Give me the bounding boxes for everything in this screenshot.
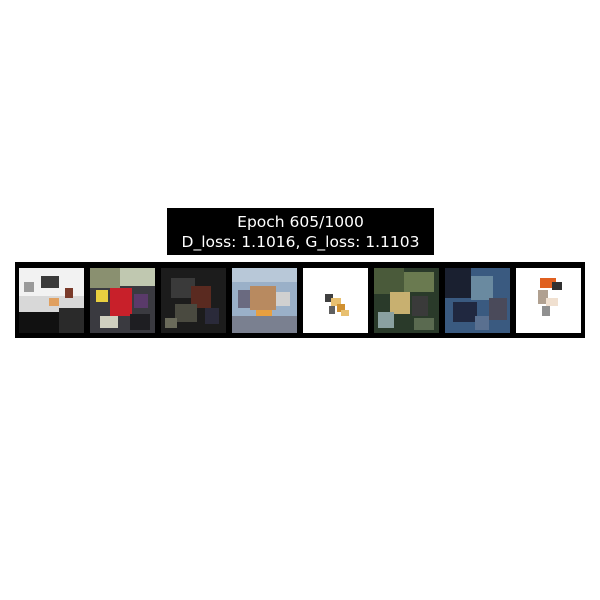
sample-image-6 xyxy=(374,268,439,333)
epoch-label: Epoch 605/1000 xyxy=(237,213,364,231)
generated-sample-2 xyxy=(90,268,155,333)
sample-image-3 xyxy=(161,268,226,333)
loss-label: D_loss: 1.1016, G_loss: 1.1103 xyxy=(181,233,420,251)
sample-image-1 xyxy=(19,268,84,333)
epoch-title-box: Epoch 605/1000 D_loss: 1.1016, G_loss: 1… xyxy=(167,208,434,255)
sample-image-7 xyxy=(445,268,510,333)
sample-image-2 xyxy=(90,268,155,333)
generated-sample-7 xyxy=(445,268,510,333)
generated-sample-4 xyxy=(232,268,297,333)
generated-sample-6 xyxy=(374,268,439,333)
sample-image-8 xyxy=(516,268,581,333)
sample-image-5 xyxy=(303,268,368,333)
generated-sample-8 xyxy=(516,268,581,333)
sample-strip xyxy=(15,262,585,338)
generated-sample-5 xyxy=(303,268,368,333)
generated-sample-3 xyxy=(161,268,226,333)
sample-image-4 xyxy=(232,268,297,333)
generated-sample-1 xyxy=(19,268,84,333)
